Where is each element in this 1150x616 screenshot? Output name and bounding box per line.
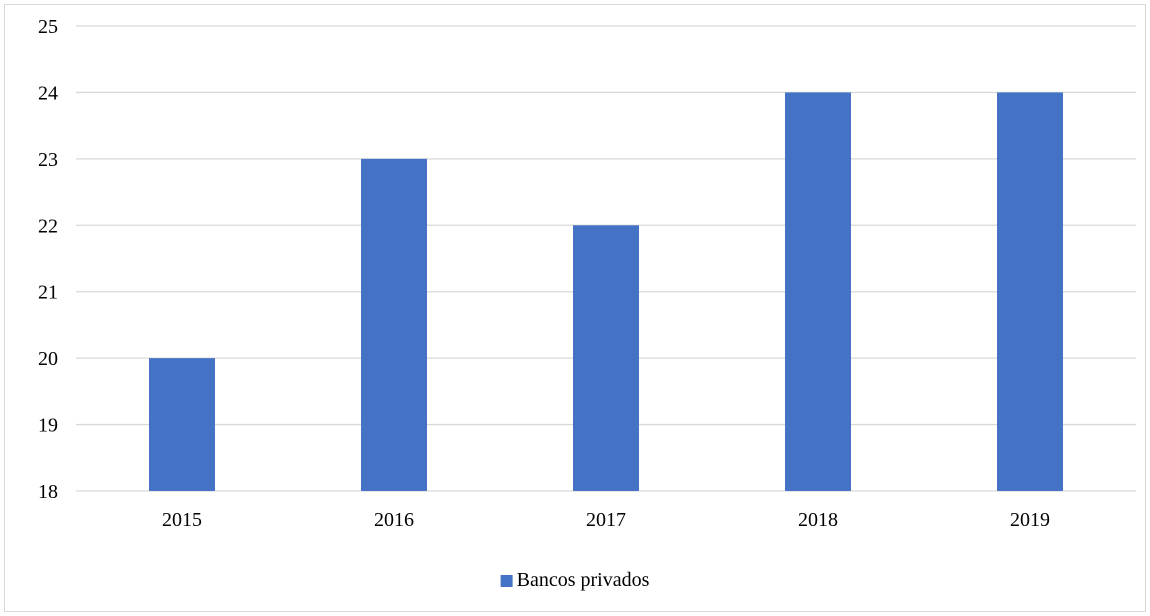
bars [149, 92, 1063, 492]
bar-2015 [149, 358, 215, 491]
x-tick-label: 2019 [1010, 509, 1050, 531]
bar-2017 [573, 225, 639, 492]
y-tick-label: 19 [38, 415, 58, 437]
bar-2018 [785, 92, 851, 491]
x-axis-ticks: 2015 2016 2017 2018 2019 [162, 509, 1050, 531]
legend: Bancos privados [500, 569, 650, 591]
legend-swatch [500, 575, 513, 587]
bar-2019 [997, 92, 1063, 491]
y-tick-label: 20 [38, 348, 58, 370]
y-tick-label: 18 [38, 481, 58, 503]
x-tick-label: 2016 [374, 509, 414, 531]
y-tick-label: 21 [38, 282, 58, 304]
x-tick-label: 2015 [162, 509, 202, 531]
x-tick-label: 2018 [798, 509, 838, 531]
y-tick-label: 22 [38, 215, 58, 237]
y-axis-ticks: 18 19 20 21 22 23 24 25 [38, 16, 58, 503]
bar-2016 [361, 158, 427, 491]
x-tick-label: 2017 [586, 509, 626, 531]
legend-label: Bancos privados [517, 569, 650, 591]
y-tick-label: 23 [38, 149, 58, 171]
y-tick-label: 25 [38, 16, 58, 38]
y-tick-label: 24 [38, 82, 58, 104]
